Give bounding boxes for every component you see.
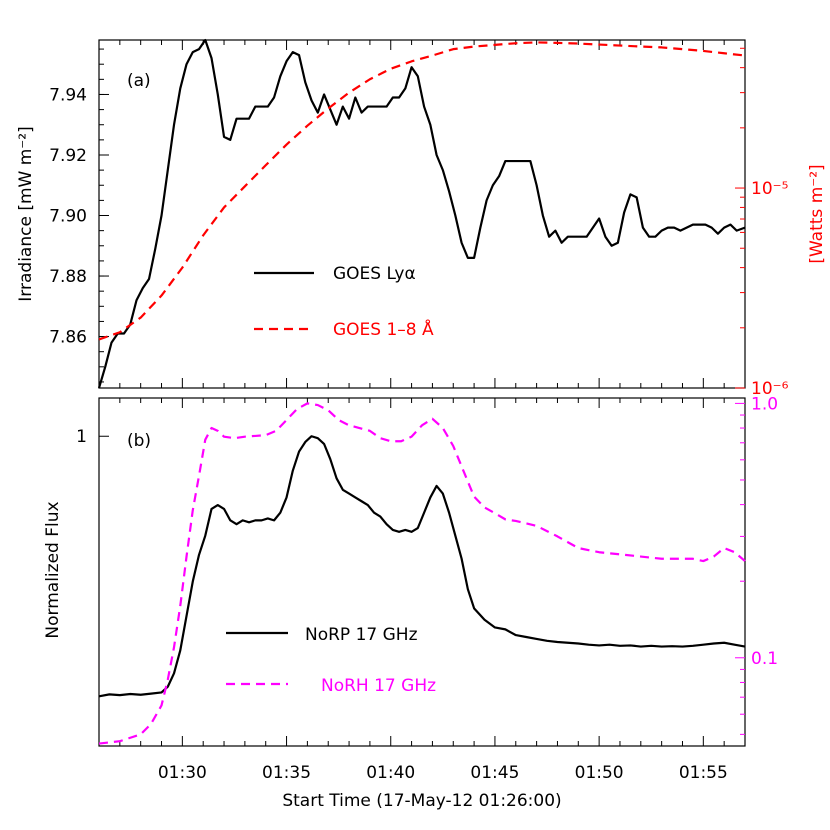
panel-a-x-ticks bbox=[98, 40, 746, 388]
panel-a-y2-ticks: 10⁻⁶ 10⁻⁵ bbox=[735, 47, 789, 399]
panel-a-y-axis-label: Irradiance [mW m⁻²] bbox=[16, 126, 36, 301]
series-line-secondary bbox=[98, 402, 746, 745]
legend-label-goes-xray: GOES 1–8 Å bbox=[333, 318, 434, 340]
panel-b-y-ticks: 1 bbox=[76, 427, 109, 447]
x-tick-label: 01:45 bbox=[470, 763, 519, 783]
series-line-secondary bbox=[98, 41, 746, 341]
y2-tick-label: 1.0 bbox=[751, 394, 778, 414]
panel-b-series bbox=[98, 402, 746, 745]
x-tick-label: 01:55 bbox=[679, 763, 728, 783]
x-tick-label: 01:40 bbox=[366, 763, 415, 783]
panel-a-legend: GOES Lyα GOES 1–8 Å bbox=[254, 264, 434, 340]
panel-a-y2-axis-label: [Watts m⁻²] bbox=[807, 164, 827, 263]
panel-b-frame bbox=[98, 397, 746, 747]
y2-tick-label: 0.1 bbox=[751, 649, 778, 669]
y-tick-label: 7.92 bbox=[49, 146, 87, 166]
y-tick-label: 1 bbox=[76, 427, 87, 447]
y2-tick-label: 10⁻⁶ bbox=[751, 379, 789, 399]
y-tick-label: 7.86 bbox=[49, 328, 87, 348]
x-tick-label: 01:30 bbox=[158, 763, 207, 783]
y-tick-label: 7.94 bbox=[49, 85, 87, 105]
panel-b-x-ticks: 01:30 01:35 01:40 01:45 01:50 01:55 bbox=[98, 398, 746, 783]
y2-tick-label: 10⁻⁵ bbox=[751, 179, 788, 199]
panel-a-series bbox=[97, 38, 746, 389]
panel-b-label: (b) bbox=[127, 431, 151, 451]
x-tick-label: 01:50 bbox=[575, 763, 624, 783]
panel-a-label: (a) bbox=[127, 71, 151, 91]
legend-label-norh: NoRH 17 GHz bbox=[321, 676, 436, 696]
panel-b-y2-ticks: 0.1 1.0 bbox=[735, 394, 778, 735]
panel-a: 7.86 7.88 7.90 7.92 7.94 10⁻⁶ 10⁻⁵ (a) Irradi… bbox=[16, 38, 827, 399]
panel-a-frame bbox=[98, 39, 746, 389]
series-line-primary bbox=[97, 38, 746, 389]
y-tick-label: 7.90 bbox=[49, 207, 87, 227]
y-tick-label: 7.88 bbox=[49, 267, 87, 287]
x-axis-title: Start Time (17-May-12 01:26:00) bbox=[282, 791, 561, 811]
x-tick-label: 01:35 bbox=[262, 763, 311, 783]
series-line-primary bbox=[98, 435, 746, 698]
panel-b: 01:30 01:35 01:40 01:45 01:50 01:55 1 0.11.0 … bbox=[43, 394, 778, 783]
panel-b-legend: NoRP 17 GHz NoRH 17 GHz bbox=[226, 625, 436, 696]
panel-b-y-axis-label: Normalized Flux bbox=[43, 501, 63, 638]
panel-a-y-ticks: 7.86 7.88 7.90 7.92 7.94 bbox=[49, 48, 109, 383]
legend-label-norp: NoRP 17 GHz bbox=[305, 625, 418, 645]
legend-label-goes-lya: GOES Lyα bbox=[333, 264, 416, 284]
